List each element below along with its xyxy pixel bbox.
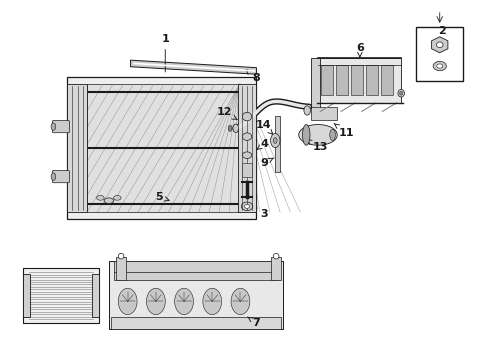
Ellipse shape bbox=[51, 173, 56, 180]
Ellipse shape bbox=[432, 61, 446, 71]
Ellipse shape bbox=[302, 125, 309, 145]
Ellipse shape bbox=[244, 204, 249, 208]
Bar bbox=[310, 58, 320, 108]
FancyBboxPatch shape bbox=[52, 171, 69, 183]
Bar bbox=[318, 58, 400, 103]
Ellipse shape bbox=[397, 90, 404, 97]
Ellipse shape bbox=[273, 253, 279, 259]
Ellipse shape bbox=[242, 152, 251, 158]
Text: 8: 8 bbox=[245, 70, 260, 84]
Ellipse shape bbox=[436, 64, 442, 68]
Bar bbox=[66, 84, 87, 212]
Bar bbox=[321, 65, 332, 95]
Ellipse shape bbox=[270, 134, 279, 148]
Ellipse shape bbox=[104, 198, 113, 203]
Ellipse shape bbox=[231, 288, 249, 315]
Bar bbox=[310, 107, 337, 120]
Text: 11: 11 bbox=[333, 123, 354, 138]
Bar bbox=[381, 65, 392, 95]
Bar bbox=[116, 257, 125, 280]
Bar bbox=[23, 268, 98, 323]
Text: 1: 1 bbox=[161, 34, 169, 72]
Bar bbox=[87, 84, 239, 212]
FancyBboxPatch shape bbox=[52, 121, 69, 133]
Ellipse shape bbox=[146, 288, 165, 315]
Text: 10: 10 bbox=[23, 292, 42, 302]
Ellipse shape bbox=[241, 202, 252, 211]
Bar bbox=[92, 274, 98, 317]
Bar bbox=[109, 261, 282, 329]
Bar bbox=[23, 274, 30, 317]
Text: 9: 9 bbox=[260, 158, 273, 168]
Bar bbox=[275, 116, 279, 172]
Text: 5: 5 bbox=[155, 192, 169, 202]
Ellipse shape bbox=[232, 124, 238, 132]
Ellipse shape bbox=[118, 288, 137, 315]
Polygon shape bbox=[130, 60, 256, 74]
Ellipse shape bbox=[228, 125, 231, 131]
Ellipse shape bbox=[242, 133, 251, 140]
Ellipse shape bbox=[97, 195, 104, 200]
Bar bbox=[271, 257, 280, 280]
Ellipse shape bbox=[242, 112, 251, 121]
Ellipse shape bbox=[203, 288, 221, 315]
Bar bbox=[415, 27, 462, 81]
Ellipse shape bbox=[399, 91, 402, 95]
Text: 2: 2 bbox=[437, 27, 445, 36]
Bar bbox=[366, 65, 377, 95]
Bar bbox=[336, 65, 347, 95]
Text: 3: 3 bbox=[252, 208, 267, 219]
Bar bbox=[113, 261, 278, 280]
Bar bbox=[351, 65, 362, 95]
Ellipse shape bbox=[113, 195, 121, 200]
Ellipse shape bbox=[174, 288, 193, 315]
Text: 14: 14 bbox=[256, 121, 272, 134]
Bar bbox=[110, 317, 280, 329]
Bar bbox=[237, 84, 256, 212]
Bar bbox=[66, 77, 256, 220]
Polygon shape bbox=[431, 37, 447, 53]
Ellipse shape bbox=[118, 253, 123, 259]
Text: 7: 7 bbox=[247, 317, 260, 328]
Ellipse shape bbox=[51, 123, 56, 130]
Text: 12: 12 bbox=[216, 107, 237, 120]
Bar bbox=[242, 163, 251, 177]
Ellipse shape bbox=[436, 42, 442, 48]
Ellipse shape bbox=[298, 125, 337, 145]
Text: 6: 6 bbox=[355, 44, 363, 57]
Text: 4: 4 bbox=[257, 139, 267, 149]
Ellipse shape bbox=[303, 106, 310, 115]
Ellipse shape bbox=[329, 129, 335, 140]
Ellipse shape bbox=[273, 138, 277, 143]
Text: 13: 13 bbox=[306, 140, 327, 152]
